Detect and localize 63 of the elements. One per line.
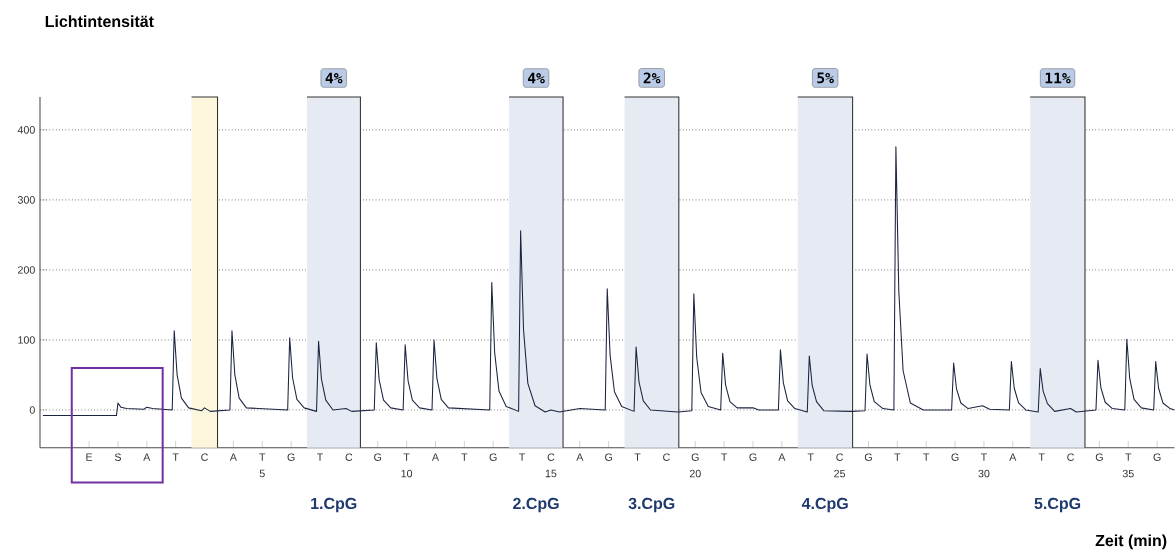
text: C	[836, 453, 844, 462]
text: G	[1095, 453, 1103, 462]
y-tick-label: 200	[18, 266, 35, 274]
text: T	[172, 453, 179, 461]
text: G	[691, 453, 699, 462]
text: A	[778, 453, 786, 461]
text: T	[721, 453, 728, 461]
x-tick-label: 5	[259, 469, 265, 478]
text: A	[229, 453, 237, 461]
text: 4.CpG	[801, 497, 848, 513]
text: T	[634, 453, 641, 461]
line-series	[42, 146, 1175, 417]
text: C	[1067, 453, 1074, 462]
text: A	[1009, 453, 1017, 461]
x-tick-label: 35	[1122, 469, 1134, 478]
x-tick-label: 10	[401, 469, 413, 478]
y-axis-title: Lichtintensität	[45, 15, 154, 28]
text: G	[605, 453, 613, 462]
text: C	[547, 453, 555, 462]
x-tick-label: 20	[689, 469, 701, 478]
band-label: 4%	[527, 72, 545, 84]
text: T	[894, 453, 901, 461]
text: G	[1153, 453, 1161, 462]
x-tick-label: 25	[834, 469, 846, 478]
text: T	[259, 453, 266, 461]
text: T	[461, 453, 468, 461]
y-tick-label: 300	[17, 196, 35, 204]
text: 1.CpG	[311, 497, 357, 513]
text: T	[519, 453, 526, 461]
text: A	[143, 453, 151, 461]
text: G	[374, 453, 382, 462]
text: T	[1038, 453, 1045, 461]
text: 2.CpG	[513, 497, 559, 513]
text: A	[431, 453, 439, 461]
text: C	[663, 453, 670, 462]
band-label: 4%	[325, 72, 343, 84]
text: T	[1125, 453, 1132, 461]
text: T	[923, 453, 930, 461]
y-tick-label: 100	[18, 336, 35, 344]
text: A	[576, 453, 584, 461]
x-axis-title: Zeit (min)	[1095, 534, 1167, 550]
text: T	[807, 453, 814, 461]
text: G	[287, 453, 295, 462]
y-tick-label: 400	[17, 126, 35, 134]
text: G	[864, 453, 872, 462]
text: G	[951, 453, 959, 462]
band-label: 11%	[1045, 72, 1071, 84]
text: G	[489, 453, 497, 462]
y-tick-label: 0	[29, 406, 35, 414]
text: G	[749, 453, 757, 462]
text: C	[345, 453, 353, 462]
text: E	[86, 453, 93, 461]
band-label: 2%	[643, 72, 661, 84]
text: 3.CpG	[628, 497, 675, 513]
text: S	[114, 453, 121, 462]
x-tick-label: 15	[545, 469, 557, 478]
text: T	[403, 453, 410, 461]
band-label: 5%	[817, 72, 834, 84]
text: T	[980, 453, 987, 461]
text: T	[316, 453, 324, 461]
text: 5.CpG	[1034, 497, 1081, 513]
text: C	[201, 453, 208, 462]
x-tick-label: 30	[978, 469, 990, 478]
